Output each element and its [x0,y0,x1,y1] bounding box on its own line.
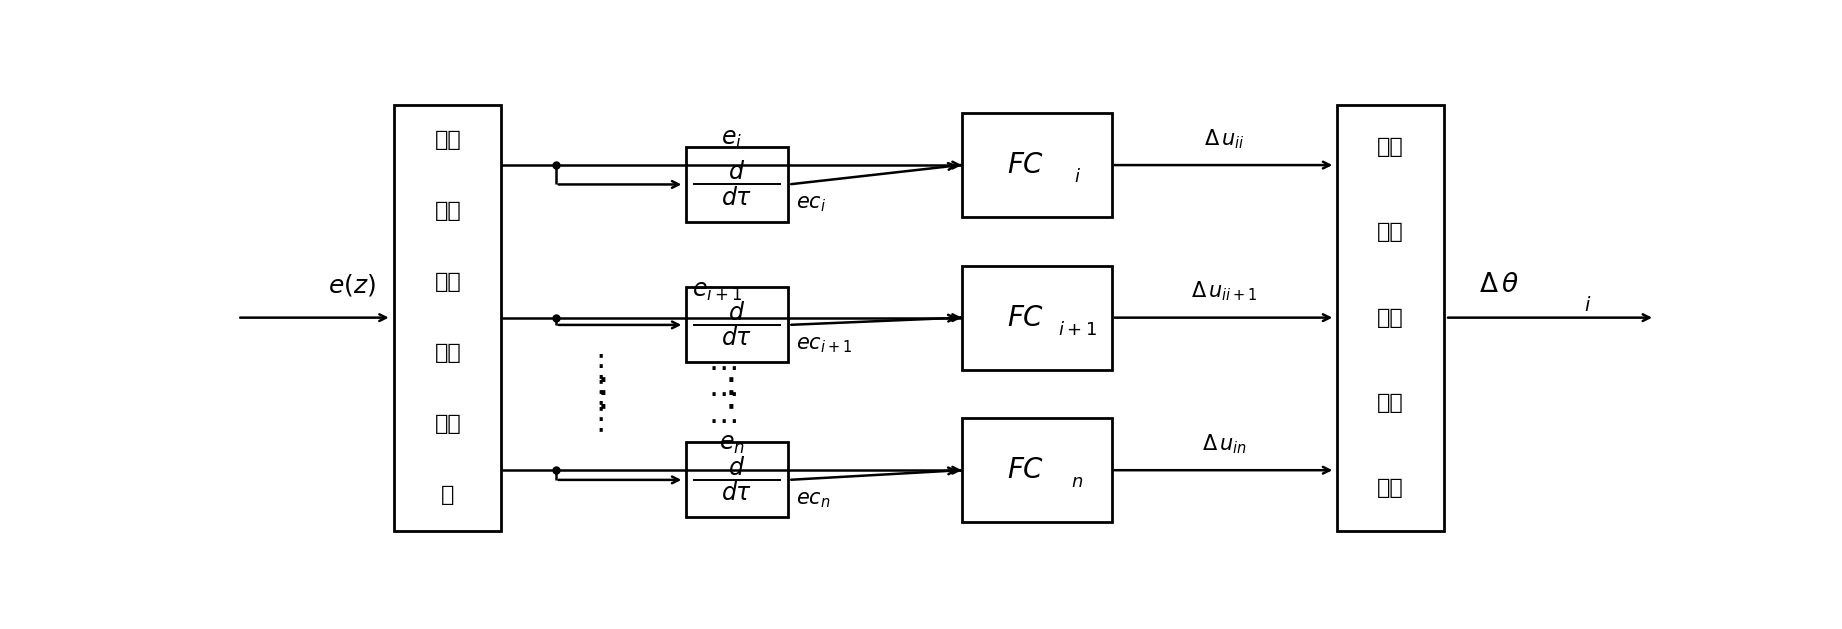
Text: $d\tau$: $d\tau$ [722,186,753,210]
Text: $FC$: $FC$ [1008,304,1044,331]
Text: $n$: $n$ [1072,473,1083,491]
Text: $\cdots$: $\cdots$ [709,353,737,382]
Text: $\Delta\,\theta$: $\Delta\,\theta$ [1479,272,1520,298]
Bar [394,104,501,531]
Text: $d\tau$: $d\tau$ [722,326,753,350]
Text: $\Delta\,u_{ii+1}$: $\Delta\,u_{ii+1}$ [1190,279,1258,303]
Text: $\cdots$: $\cdots$ [709,406,737,435]
Text: 分量: 分量 [1376,308,1404,328]
Text: $\vdots$: $\vdots$ [711,375,735,413]
Text: 偏差: 偏差 [435,272,460,292]
Bar [685,442,788,518]
Text: $d$: $d$ [728,301,746,325]
Text: $i$: $i$ [1584,296,1591,315]
Text: 离散: 离散 [435,415,460,434]
Text: $ec_i$: $ec_i$ [796,194,825,214]
Text: $\vdots$: $\vdots$ [582,375,606,413]
Text: $\vdots$: $\vdots$ [586,353,604,382]
Text: $e(z)$: $e(z)$ [328,272,376,298]
Text: 分布: 分布 [435,343,460,363]
Text: $d$: $d$ [728,456,746,480]
Text: $\cdots$: $\cdots$ [709,379,737,408]
Text: $i$: $i$ [1074,168,1081,186]
Bar [685,287,788,362]
Text: $\Delta\,u_{in}$: $\Delta\,u_{in}$ [1201,432,1247,455]
Text: $\vdots$: $\vdots$ [586,379,604,408]
Bar [962,113,1113,217]
Bar [962,418,1113,522]
Text: 钔坎: 钔坎 [435,130,460,150]
Bar [962,265,1113,370]
Text: 综合: 综合 [1376,478,1404,498]
Text: $e_n$: $e_n$ [718,431,744,455]
Text: 加权: 加权 [1376,393,1404,413]
Text: 化: 化 [442,485,455,505]
Bar [1337,104,1444,531]
Text: $e_i$: $e_i$ [722,126,742,150]
Text: $d$: $d$ [728,160,746,184]
Text: $d\tau$: $d\tau$ [722,481,753,506]
Text: 温度: 温度 [435,201,460,221]
Text: $ec_n$: $ec_n$ [796,489,831,509]
Bar [685,147,788,222]
Text: $i+1$: $i+1$ [1057,321,1096,339]
Text: $FC$: $FC$ [1008,456,1044,484]
Text: 控制: 控制 [1376,223,1404,242]
Text: 模糊: 模糊 [1376,137,1404,157]
Text: $\Delta\,u_{ii}$: $\Delta\,u_{ii}$ [1203,127,1245,150]
Text: $\vdots$: $\vdots$ [586,406,604,435]
Text: $FC$: $FC$ [1008,151,1044,179]
Text: $ec_{i+1}$: $ec_{i+1}$ [796,335,851,355]
Text: $e_{i+1}$: $e_{i+1}$ [693,279,742,303]
